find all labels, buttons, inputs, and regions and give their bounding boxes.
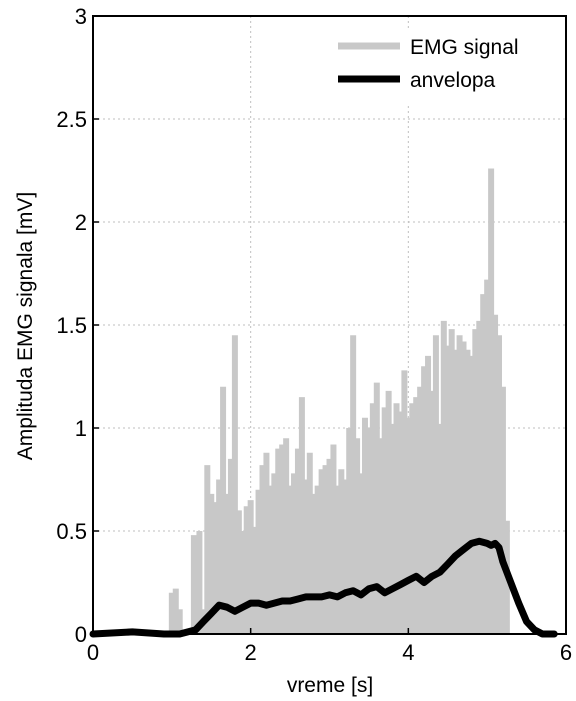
legend-box xyxy=(325,28,565,106)
y-tick-label: 3 xyxy=(75,4,87,29)
y-tick-label: 0 xyxy=(75,622,87,647)
x-tick-label: 6 xyxy=(560,640,572,665)
x-tick-label: 2 xyxy=(245,640,257,665)
y-axis-label: Amplituda EMG signala [mV] xyxy=(14,192,37,460)
axis-ticks: 0 2 4 6 0 0.5 1 1.5 2 2.5 3 xyxy=(56,4,572,665)
emg-signal-series xyxy=(168,168,510,634)
x-tick-label: 0 xyxy=(87,640,99,665)
x-tick-label: 4 xyxy=(402,640,414,665)
y-tick-label: 1.5 xyxy=(56,313,87,338)
envelope-line xyxy=(89,537,558,638)
legend-emg-label: EMG signal xyxy=(410,36,519,59)
x-axis-label: vreme [s] xyxy=(287,674,373,697)
legend-envelope-label: anvelopa xyxy=(410,69,496,92)
legend: EMG signal anvelopa xyxy=(325,28,565,106)
y-tick-label: 2.5 xyxy=(56,107,87,132)
y-tick-label: 0.5 xyxy=(56,519,87,544)
y-tick-label: 2 xyxy=(75,210,87,235)
y-tick-label: 1 xyxy=(75,416,87,441)
